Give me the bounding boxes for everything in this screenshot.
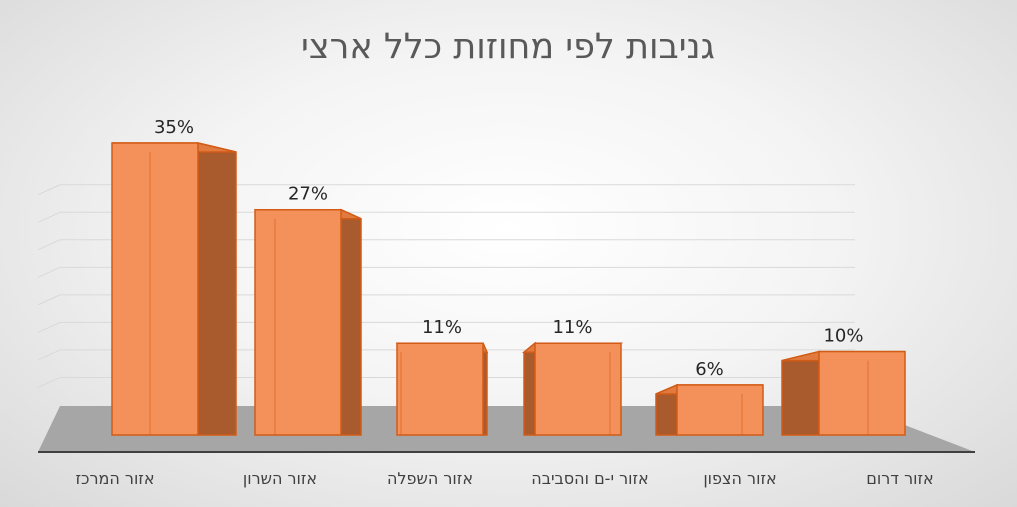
bar [521, 341, 624, 436]
bar [781, 350, 906, 436]
bars [111, 142, 906, 436]
category-label: אזור דרום [866, 469, 933, 488]
bar-side [340, 208, 362, 436]
bar-front [396, 342, 484, 436]
bar-front [254, 208, 342, 436]
data-labels: 35% 27% 11% 11% 6% 10% [154, 117, 864, 380]
data-label: 6% [695, 359, 724, 380]
bar [655, 383, 764, 436]
bar [111, 142, 237, 436]
bar-side [523, 341, 536, 436]
category-label: אזור י-ם והסביבה [531, 469, 649, 488]
bar-side [197, 142, 237, 436]
category-labels: אזור המרכז אזור השרון אזור השפלה אזור י-ם ו… [75, 469, 933, 488]
bar-side [781, 350, 820, 436]
category-label: אזור השפלה [387, 469, 473, 488]
data-label: 11% [422, 317, 462, 338]
chart-title: גניבות לפי מחוזות כלל ארצי [301, 27, 715, 67]
data-label: 35% [154, 117, 194, 138]
bar-front [111, 142, 199, 436]
data-label: 11% [552, 317, 592, 338]
bar-front [818, 350, 906, 436]
bar-front [534, 342, 622, 436]
category-label: אזור השרון [243, 469, 317, 488]
bar-front [676, 384, 764, 436]
category-label: אזור המרכז [75, 469, 154, 488]
data-label: 10% [823, 326, 863, 347]
category-label: אזור הצפון [703, 469, 776, 488]
data-label: 27% [288, 184, 328, 205]
bar [395, 342, 489, 436]
bar [254, 208, 362, 436]
